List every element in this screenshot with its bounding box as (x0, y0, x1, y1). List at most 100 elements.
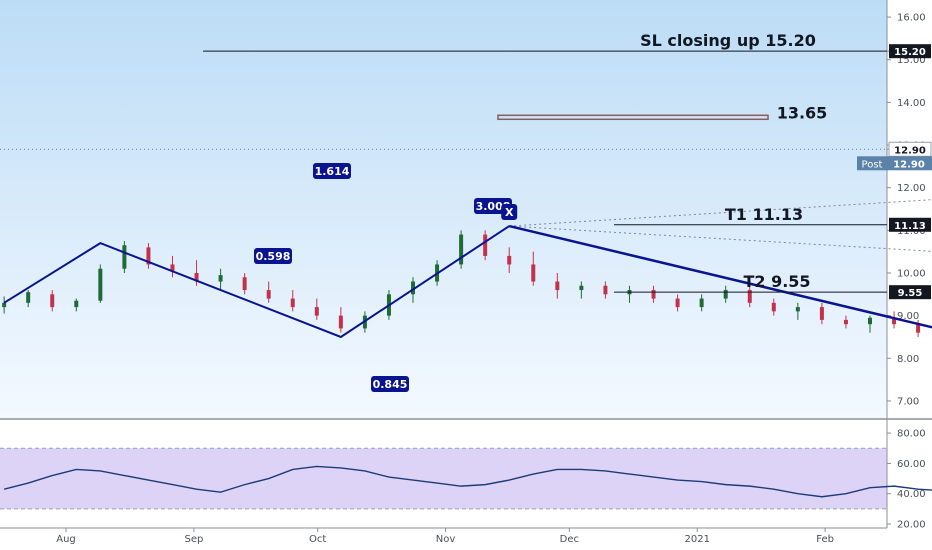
candle-body (868, 317, 873, 325)
ratio-line (509, 199, 932, 227)
time-tick-label: Sep (184, 534, 203, 545)
candle-body (26, 292, 31, 303)
pattern-pre-leg (3, 225, 510, 339)
ratio-label-badge (371, 376, 409, 392)
candle-body (603, 285, 608, 295)
post-market-value: 12.90 (893, 159, 925, 170)
candle-body (723, 290, 728, 299)
candle-body (74, 300, 79, 308)
post-market-label: Post (862, 159, 883, 170)
ratio-label: 0.598 (256, 250, 291, 263)
price-badge-sl (889, 44, 931, 59)
candle (603, 281, 608, 299)
candle (819, 302, 824, 325)
candle-body (747, 290, 752, 303)
ratio-label-badge (313, 163, 351, 179)
candle (74, 298, 79, 312)
price-pane-background (0, 0, 887, 418)
candle-body (459, 234, 464, 265)
candle-body (98, 268, 103, 301)
price-tick-label: 12.00 (897, 183, 926, 194)
candle (892, 311, 897, 329)
candle (555, 272, 560, 299)
price-badge-label-last: 12.90 (894, 145, 926, 156)
candle (146, 243, 151, 269)
candle (98, 264, 103, 303)
level-label-t2: T2 9.55 (743, 272, 810, 291)
candle-body (411, 281, 416, 295)
candle (747, 285, 752, 308)
candle-body (579, 285, 584, 291)
time-tick-label: 2021 (684, 534, 709, 545)
level-label-entry: 13.65 (777, 103, 828, 122)
candle-body (507, 255, 512, 265)
price-tick-label: 9.00 (897, 311, 919, 322)
candle (122, 240, 127, 273)
price-badge-t2 (889, 285, 931, 300)
candle (507, 247, 512, 273)
pattern-point-marker (501, 204, 518, 221)
candle-body (170, 264, 175, 271)
price-badge-label-t2: 9.55 (898, 288, 923, 299)
time-tick-label: Nov (436, 534, 456, 545)
level-label-sl: SL closing up 15.20 (640, 31, 816, 50)
candle-body (892, 317, 897, 325)
candle-body (771, 302, 776, 312)
candle-body (314, 307, 319, 316)
time-tick-label: Feb (816, 534, 834, 545)
price-tick-label: 15.00 (897, 55, 926, 66)
candle (266, 281, 271, 303)
oscillator-tick-label: 60.00 (897, 459, 926, 470)
ratio-label: 1.614 (315, 165, 350, 178)
candle (483, 230, 488, 261)
candle (242, 272, 247, 295)
candle-body (651, 290, 656, 299)
price-badge-label-t1: 11.13 (894, 221, 926, 232)
price-badge-t1 (889, 217, 931, 232)
time-tick-label: Dec (560, 534, 579, 545)
time-tick-label: Oct (309, 534, 326, 545)
candle (290, 290, 295, 312)
candle-body (146, 247, 151, 265)
oscillator-band (0, 448, 887, 509)
candle (218, 268, 223, 291)
price-tick-label: 8.00 (897, 354, 919, 365)
candle-body (266, 290, 271, 299)
candle-body (194, 272, 199, 282)
oscillator-tick-label: 80.00 (897, 429, 926, 440)
candle (795, 302, 800, 320)
candle-body (675, 298, 680, 308)
candle (868, 315, 873, 333)
candle-body (531, 264, 536, 282)
candle-body (122, 245, 127, 269)
candle-body (795, 307, 800, 312)
oscillator-tick-label: 40.00 (897, 489, 926, 500)
price-tick-label: 14.00 (897, 98, 926, 109)
candle (579, 281, 584, 299)
candle-body (555, 281, 560, 291)
candle-body (699, 298, 704, 308)
candle-body (819, 307, 824, 320)
oscillator-line (3, 465, 932, 498)
candle-body (2, 302, 7, 308)
candle-body (218, 275, 223, 282)
candle (26, 290, 31, 308)
candle (50, 290, 55, 312)
level-label-t1: T1 11.13 (725, 205, 803, 224)
candle (314, 298, 319, 320)
candle (338, 307, 343, 333)
candle (459, 230, 464, 269)
candle-body (290, 298, 295, 308)
candle (699, 294, 704, 312)
price-tick-label: 7.00 (897, 396, 919, 407)
candle (771, 298, 776, 316)
candle (723, 285, 728, 303)
post-market-badge (857, 156, 932, 171)
candle-body (242, 277, 247, 291)
candle (843, 315, 848, 329)
candle-body (50, 294, 55, 308)
entry-level-line (497, 114, 769, 121)
candle-body (338, 315, 343, 329)
